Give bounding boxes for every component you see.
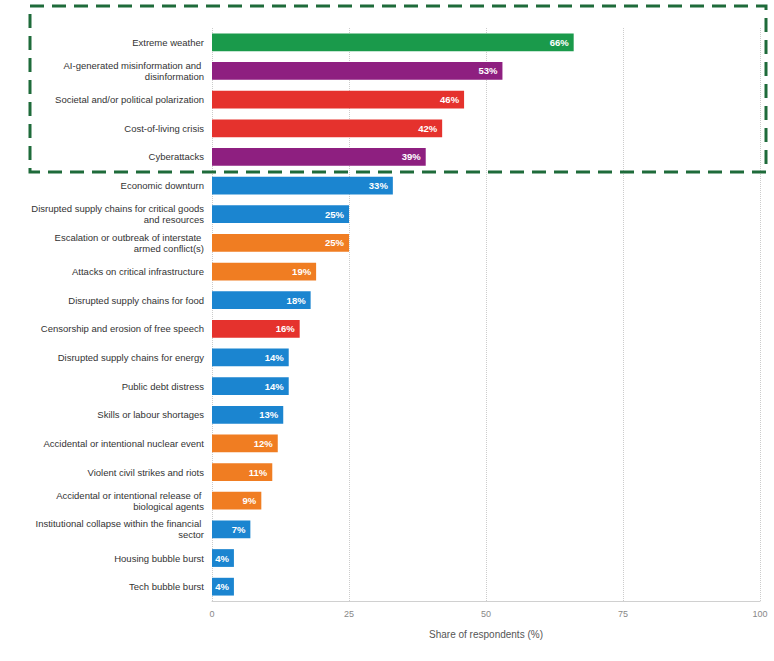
svg-text:Institutional collapse within: Institutional collapse within the financ… [36, 518, 204, 529]
svg-text:Disrupted supply chains for fo: Disrupted supply chains for food [68, 295, 204, 306]
svg-text:25%: 25% [325, 237, 345, 248]
svg-text:Censorship and erosion of free: Censorship and erosion of free speech [41, 323, 204, 334]
svg-text:0: 0 [209, 609, 214, 619]
svg-text:Societal and/or political pola: Societal and/or political polarization [55, 94, 204, 105]
svg-text:7%: 7% [232, 524, 246, 535]
svg-text:4%: 4% [215, 553, 229, 564]
svg-text:Share of respondents (%): Share of respondents (%) [429, 629, 543, 640]
svg-text:19%: 19% [292, 266, 312, 277]
svg-text:13%: 13% [259, 409, 279, 420]
svg-text:Disrupted supply chains for en: Disrupted supply chains for energy [58, 352, 205, 363]
svg-text:and resources: and resources [141, 214, 204, 225]
svg-text:Attacks on critical infrastruc: Attacks on critical infrastructure [72, 266, 204, 277]
svg-text:14%: 14% [265, 352, 285, 363]
svg-text:25: 25 [344, 609, 354, 619]
svg-text:9%: 9% [243, 495, 257, 506]
svg-text:AI-generated misinformation an: AI-generated misinformation and [64, 60, 204, 71]
svg-text:42%: 42% [418, 123, 438, 134]
svg-text:Economic downturn: Economic downturn [121, 180, 204, 191]
svg-text:Disrupted supply chains for cr: Disrupted supply chains for critical goo… [31, 203, 204, 214]
svg-text:Escalation or outbreak of inte: Escalation or outbreak of interstate [55, 232, 204, 243]
svg-text:33%: 33% [369, 180, 389, 191]
svg-text:4%: 4% [215, 581, 229, 592]
svg-text:Housing bubble burst: Housing bubble burst [114, 553, 204, 564]
svg-text:sector: sector [178, 529, 204, 540]
svg-text:12%: 12% [254, 438, 274, 449]
svg-text:Extreme weather: Extreme weather [132, 37, 204, 48]
svg-text:Violent civil strikes and riot: Violent civil strikes and riots [87, 467, 204, 478]
svg-text:53%: 53% [478, 65, 498, 76]
svg-text:100: 100 [752, 609, 767, 619]
svg-text:25%: 25% [325, 209, 345, 220]
svg-text:disinformation: disinformation [145, 71, 204, 82]
svg-text:Cost-of-living crisis: Cost-of-living crisis [124, 123, 204, 134]
svg-text:Tech bubble burst: Tech bubble burst [129, 581, 204, 592]
svg-text:39%: 39% [402, 151, 422, 162]
svg-text:75: 75 [618, 609, 628, 619]
svg-text:Accidental or intentional nucl: Accidental or intentional nuclear event [43, 438, 204, 449]
svg-text:14%: 14% [265, 381, 285, 392]
svg-text:66%: 66% [550, 37, 570, 48]
svg-text:Accidental or intentional rele: Accidental or intentional release of [56, 490, 204, 501]
svg-text:46%: 46% [440, 94, 460, 105]
svg-text:Cyberattacks: Cyberattacks [149, 151, 205, 162]
svg-text:18%: 18% [287, 295, 307, 306]
svg-text:Skills or labour shortages: Skills or labour shortages [97, 409, 204, 420]
svg-text:11%: 11% [249, 467, 268, 478]
svg-text:armed conflict(s): armed conflict(s) [134, 243, 204, 254]
svg-text:50: 50 [481, 609, 491, 619]
svg-text:16%: 16% [276, 323, 296, 334]
svg-text:Public debt distress: Public debt distress [122, 381, 205, 392]
svg-text:biological agents: biological agents [133, 501, 204, 512]
